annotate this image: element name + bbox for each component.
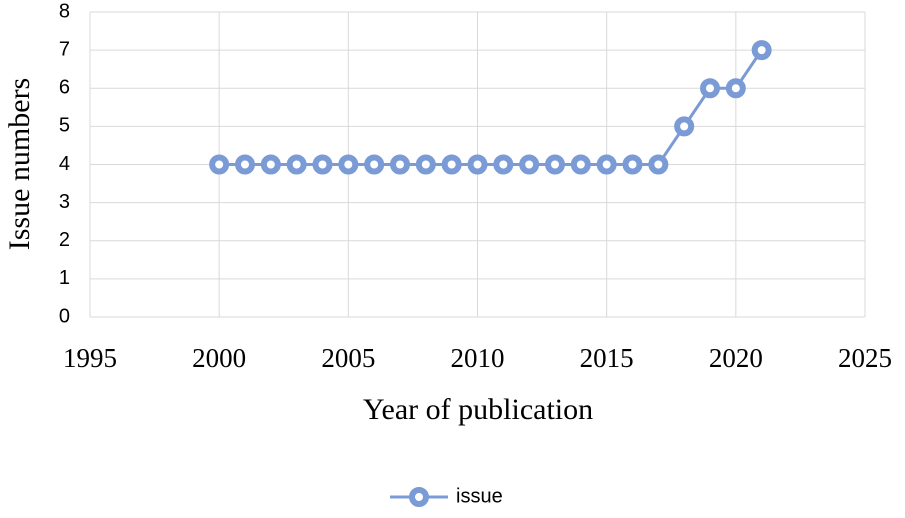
marker (441, 154, 462, 175)
marker (519, 154, 540, 175)
marker (312, 154, 333, 175)
marker (364, 154, 385, 175)
y-tick-label: 4 (59, 153, 70, 175)
y-tick-label: 0 (59, 305, 70, 327)
marker (493, 154, 514, 175)
marker (674, 116, 695, 137)
marker (545, 154, 565, 175)
marker (286, 154, 307, 175)
x-tick-label: 2025 (838, 343, 892, 373)
y-tick-label: 2 (59, 229, 70, 251)
x-tick-label: 2020 (709, 343, 763, 373)
x-axis-title: Year of publication (363, 393, 593, 426)
marker (751, 40, 772, 61)
legend-label: issue (456, 485, 503, 507)
marker (622, 154, 643, 175)
marker (700, 78, 720, 99)
x-tick-label: 2000 (192, 343, 246, 373)
marker (338, 154, 359, 175)
x-tick-label: 2015 (580, 343, 634, 373)
x-tick-label: 2005 (321, 343, 375, 373)
legend-marker (409, 487, 429, 507)
x-tick-label: 1995 (63, 343, 117, 373)
marker (648, 154, 669, 175)
marker (390, 154, 410, 175)
y-tick-label: 1 (59, 267, 70, 289)
y-tick-label: 8 (59, 0, 70, 22)
marker (260, 154, 281, 175)
marker (209, 154, 230, 175)
y-axis-title: Issue numbers (3, 78, 36, 250)
marker (415, 154, 436, 175)
marker (725, 78, 746, 99)
x-tick-label: 2010 (451, 343, 505, 373)
series-line (219, 49, 763, 166)
y-tick-label: 7 (59, 38, 70, 60)
marker (235, 154, 255, 175)
y-tick-label: 5 (59, 115, 70, 137)
marker (467, 154, 488, 175)
y-tick-label: 3 (59, 191, 70, 213)
marker (596, 154, 617, 175)
y-tick-label: 6 (59, 77, 70, 99)
marker (570, 154, 591, 175)
